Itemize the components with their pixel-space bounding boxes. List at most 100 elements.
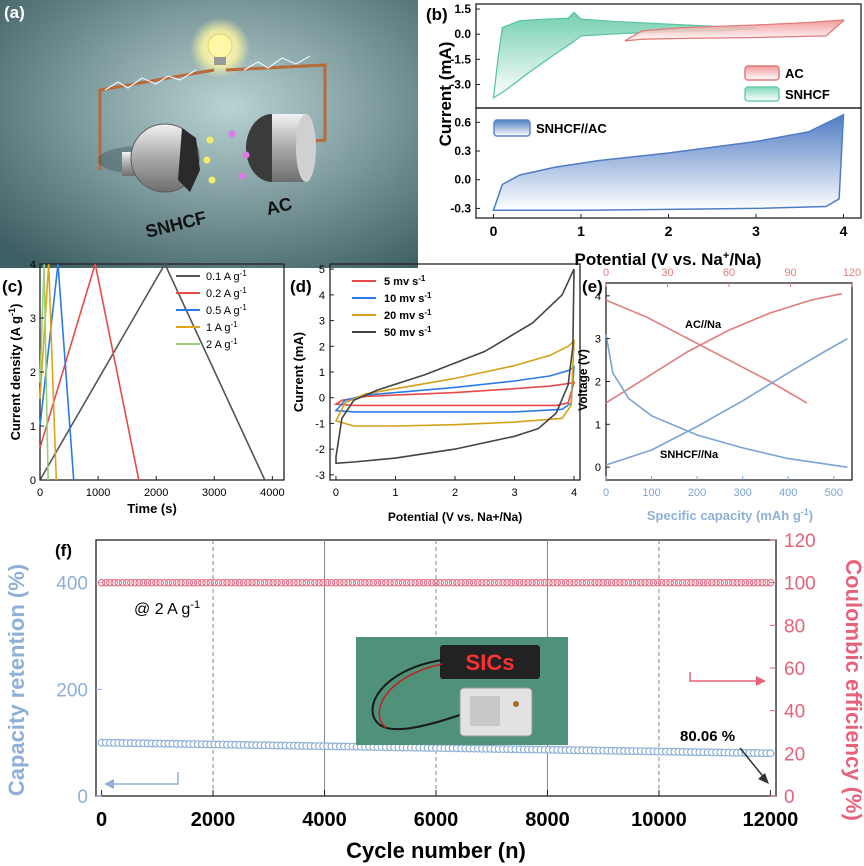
d-series-loop-1 — [334, 365, 575, 413]
e-xlabel: Specific capacity (mAh g-1) — [647, 507, 813, 523]
b-bottom-ytick-label: 0.6 — [454, 115, 471, 129]
f-ce-point — [574, 579, 582, 587]
legend-swatch-snhcf — [744, 86, 780, 102]
f-ce-point — [185, 579, 194, 587]
b-xtick-label: 4 — [840, 223, 848, 239]
f-ce-point — [582, 579, 591, 587]
d-ytick-label: 5 — [319, 264, 325, 276]
f-ce-point — [528, 579, 536, 587]
d-xlabel: Potential (V vs. Na+/Na) — [388, 510, 522, 524]
f-ce-point — [97, 579, 106, 587]
e-xtick-bottom-label: 300 — [733, 487, 751, 499]
f-ce-point — [398, 579, 407, 587]
f-ce-point — [662, 579, 670, 587]
f-ce-point — [578, 579, 586, 587]
f-capacity-point — [766, 749, 775, 758]
d-xtick-label: 2 — [452, 487, 458, 499]
f-ce-point — [394, 579, 403, 587]
c-legend-label: 0.5 A g-1 — [206, 303, 247, 318]
c-series-line-3 — [39, 263, 58, 481]
f-ce-point — [599, 579, 607, 587]
c-xtick-label: 3000 — [202, 487, 226, 499]
f-ce-point — [515, 579, 524, 587]
f-ce-point — [415, 579, 423, 587]
f-ce-point — [114, 579, 123, 587]
f-ytick-right-label: 40 — [784, 702, 805, 723]
f-ce-point — [716, 579, 724, 587]
b-top-ytick-label: 1.5 — [454, 2, 471, 16]
f-ce-point — [102, 579, 110, 587]
f-ce-point — [131, 579, 139, 587]
f-ce-point — [641, 579, 649, 587]
c-frame — [39, 263, 285, 481]
f-ce-point — [281, 579, 290, 587]
f-ce-point — [595, 579, 603, 587]
e-ylabel: Voltage (V) — [576, 349, 590, 411]
e-xtick-bottom-label: 0 — [603, 487, 609, 499]
b-bottom-series-snhcf-ac — [492, 113, 845, 212]
bulb-base — [214, 57, 226, 65]
b-xtick-label: 0 — [490, 223, 498, 239]
f-ce-point — [465, 579, 474, 587]
f-ytick-right-label: 100 — [784, 574, 816, 595]
f-ce-point — [235, 579, 244, 587]
f-ce-point — [457, 579, 465, 587]
f-ce-point — [628, 579, 637, 587]
f-ce-point — [633, 579, 641, 587]
f-ce-point — [260, 579, 269, 587]
f-ce-point — [160, 579, 169, 587]
b-top-ytick-label: 0.0 — [454, 27, 471, 41]
f-ce-point — [357, 579, 365, 587]
panel-d: (d) 0 1 2 3 4 5 4 3 2 1 0 -1 -2 -3 Potential (V vs. N… — [290, 263, 581, 524]
legend-swatch-ac — [744, 65, 780, 81]
f-inset-photo: SICs — [356, 637, 568, 745]
d-frame — [329, 263, 581, 481]
e-ytick-label: 4 — [595, 291, 601, 303]
f-ce-point — [545, 579, 553, 587]
f-ce-point — [570, 579, 578, 587]
f-ce-point — [708, 579, 716, 587]
b-top-ytick-label: -3.0 — [450, 78, 471, 92]
f-xtick-label: 2000 — [191, 809, 236, 831]
f-ce-point — [561, 579, 570, 587]
f-ce-point — [340, 579, 348, 587]
f-ce-point — [733, 579, 741, 587]
panel-b: (b) 1.5 0.0 -1.5 -3.0 0.6 0.3 0.0 -0.3 0 1 2 3 4 Cu… — [426, 2, 862, 269]
f-ce-point — [658, 579, 666, 587]
d-ytick-label: 4 — [319, 290, 325, 302]
f-ce-point — [503, 579, 511, 587]
panel-a: SNHCF AC (a) — [0, 0, 418, 268]
b-top-series-ac — [624, 19, 845, 42]
d-xtick-label: 3 — [511, 487, 517, 499]
d-legend: 5 mv s-1 10 mv s-1 20 mv s-1 50 mv s-1 — [352, 274, 432, 339]
f-ce-point — [653, 579, 662, 587]
f-ce-point — [148, 579, 156, 587]
f-ce-point — [407, 579, 415, 587]
f-ce-point — [290, 579, 298, 587]
f-ce-point — [106, 579, 114, 587]
f-ce-point — [306, 579, 315, 587]
f-ce-point — [365, 579, 373, 587]
f-ce-point — [637, 579, 645, 587]
c-xlabel: Time (s) — [127, 501, 177, 516]
f-ce-point — [490, 579, 499, 587]
b-bottom-ytick-label: -0.3 — [450, 201, 471, 215]
f-ce-point — [311, 579, 319, 587]
f-ylabel-left: Capacity retention (%) — [4, 564, 29, 796]
d-xtick-label: 1 — [392, 487, 398, 499]
c-xtick-label: 2000 — [144, 487, 168, 499]
d-ytick-label: -3 — [315, 470, 325, 482]
f-ce-point — [750, 579, 758, 587]
f-ce-point — [135, 579, 143, 587]
b-top-ytick-label: -1.5 — [450, 52, 471, 66]
f-ce-point — [541, 579, 549, 587]
d-ytick-label: 0 — [319, 393, 325, 405]
f-ce-point — [265, 579, 273, 587]
f-ce-point — [336, 579, 344, 587]
f-ce-point — [453, 579, 461, 587]
b-bottom-ytick-label: 0.3 — [454, 144, 471, 158]
f-ce-point — [524, 579, 532, 587]
e-ytick-label: 1 — [595, 419, 601, 431]
f-ytick-right-label: 120 — [784, 531, 816, 552]
c-ylabel: Current density (A g-1) — [7, 304, 23, 441]
